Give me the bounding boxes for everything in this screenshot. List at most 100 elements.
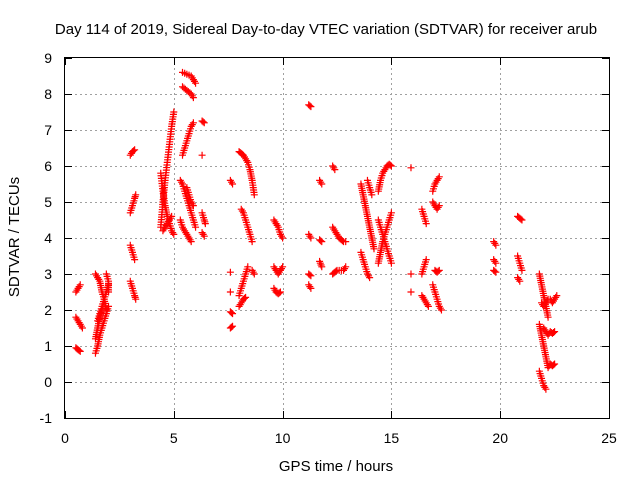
data-point xyxy=(189,202,197,210)
data-point xyxy=(275,289,283,297)
y-axis-label: SDTVAR / TECUs xyxy=(6,177,23,297)
data-point xyxy=(307,234,315,242)
data-point xyxy=(242,293,250,301)
data-point xyxy=(131,256,139,264)
data-point xyxy=(168,212,176,220)
data-point xyxy=(407,288,415,296)
y-tick-label: 7 xyxy=(44,122,52,138)
data-point xyxy=(170,230,178,238)
data-point xyxy=(317,237,325,245)
data-point xyxy=(434,267,442,275)
data-point xyxy=(105,302,113,310)
data-points xyxy=(72,68,561,393)
data-point xyxy=(226,288,234,296)
x-axis-label: GPS time / hours xyxy=(279,458,393,475)
data-point xyxy=(229,322,237,330)
data-point xyxy=(318,238,326,246)
y-tick-label: 9 xyxy=(44,50,52,66)
data-point xyxy=(518,216,526,224)
data-point xyxy=(279,263,287,271)
x-tick-label: 5 xyxy=(170,430,178,446)
data-point xyxy=(424,302,432,310)
chart-title: Day 114 of 2019, Sidereal Day-to-day VTE… xyxy=(55,21,597,38)
data-point xyxy=(550,361,558,369)
data-point xyxy=(229,180,237,188)
data-point xyxy=(387,209,395,217)
data-point xyxy=(387,162,395,170)
data-point xyxy=(516,277,524,285)
y-tick-label: -1 xyxy=(40,410,53,426)
data-point xyxy=(542,385,550,393)
x-tick-label: 10 xyxy=(275,430,291,446)
data-point xyxy=(550,329,558,336)
data-point xyxy=(407,270,415,278)
data-point xyxy=(192,223,200,231)
x-tick-label: 15 xyxy=(384,430,400,446)
data-point xyxy=(248,238,256,246)
data-point xyxy=(192,79,200,87)
data-point xyxy=(492,241,500,249)
data-point xyxy=(492,268,500,276)
data-point xyxy=(276,288,284,296)
data-point xyxy=(366,274,374,282)
y-tick-label: 2 xyxy=(44,302,52,318)
data-point xyxy=(342,238,350,246)
data-point xyxy=(553,292,561,300)
data-point xyxy=(198,151,206,159)
data-point xyxy=(241,294,249,302)
data-point xyxy=(551,360,559,368)
data-point xyxy=(307,272,315,280)
y-tick-label: 0 xyxy=(44,374,52,390)
data-point xyxy=(189,94,197,102)
data-point xyxy=(518,266,526,274)
y-tick-label: 5 xyxy=(44,194,52,210)
data-point xyxy=(318,180,326,188)
data-point xyxy=(76,281,84,289)
data-point xyxy=(229,310,237,318)
data-point xyxy=(199,118,207,126)
data-point xyxy=(491,267,499,275)
data-point xyxy=(76,347,84,355)
data-point xyxy=(244,263,252,271)
data-point xyxy=(435,266,443,274)
x-tick-label: 0 xyxy=(61,430,69,446)
data-point xyxy=(551,328,559,336)
data-point xyxy=(227,309,235,317)
data-point xyxy=(78,324,86,332)
data-point xyxy=(250,270,258,278)
data-point xyxy=(437,306,445,314)
data-point xyxy=(331,166,339,174)
x-tick-label: 25 xyxy=(601,430,617,446)
data-point xyxy=(318,263,326,271)
data-point xyxy=(307,103,315,111)
data-point xyxy=(368,191,376,199)
data-point xyxy=(517,215,525,223)
data-point xyxy=(342,263,350,271)
data-point xyxy=(279,234,287,242)
y-tick-label: 8 xyxy=(44,86,52,102)
data-point xyxy=(98,306,106,314)
data-point xyxy=(332,267,340,275)
data-point xyxy=(132,295,140,303)
data-point xyxy=(201,220,209,228)
data-point xyxy=(492,259,500,267)
y-tick-label: 1 xyxy=(44,338,52,354)
data-point xyxy=(200,232,208,240)
data-point xyxy=(189,119,197,127)
data-point xyxy=(307,284,315,292)
x-tick-label: 20 xyxy=(492,430,508,446)
y-tick-label: 3 xyxy=(44,266,52,282)
data-point xyxy=(170,108,178,116)
y-tick-label: 6 xyxy=(44,158,52,174)
data-point xyxy=(338,237,346,245)
data-point xyxy=(131,146,139,154)
data-point xyxy=(75,347,83,354)
data-point xyxy=(544,313,552,321)
plot-frame xyxy=(64,57,610,419)
data-point xyxy=(422,256,430,264)
data-point xyxy=(187,238,195,246)
data-point xyxy=(130,147,138,155)
data-point xyxy=(132,191,140,199)
data-point xyxy=(386,161,394,169)
